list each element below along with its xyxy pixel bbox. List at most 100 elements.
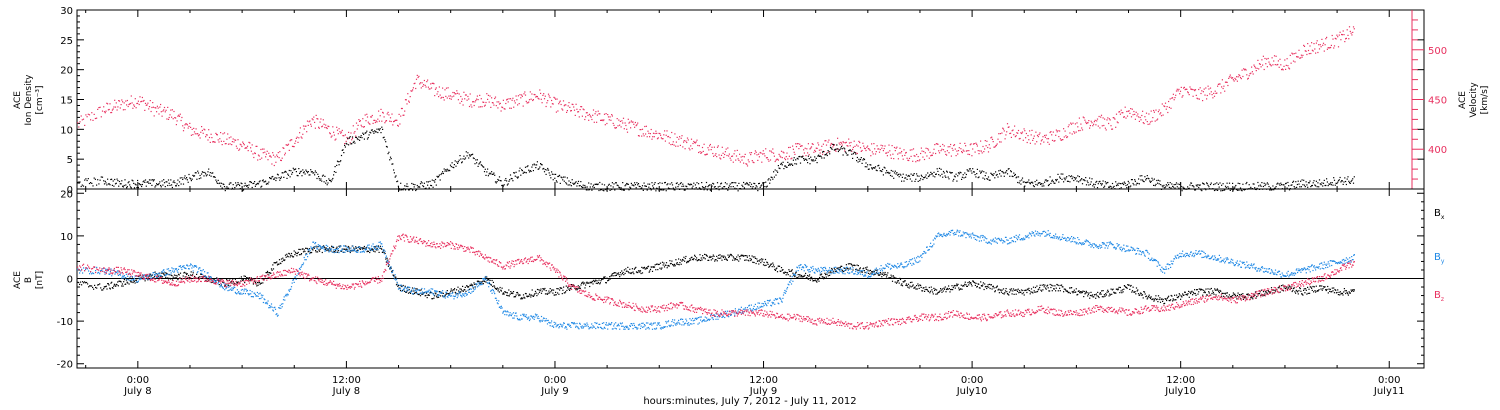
density-series-point bbox=[689, 184, 691, 186]
velocity-series-point bbox=[494, 97, 496, 100]
field-series-bx-point bbox=[415, 292, 418, 294]
velocity-series-point bbox=[396, 119, 398, 121]
field-series-bx-point bbox=[93, 288, 95, 290]
velocity-series-point bbox=[1147, 123, 1149, 125]
density-series-point bbox=[1213, 189, 1216, 192]
field-series-bx-point bbox=[786, 272, 789, 274]
velocity-series-point bbox=[476, 98, 478, 100]
density-series-point bbox=[1187, 186, 1189, 188]
density-series-point bbox=[1327, 185, 1329, 187]
field-series-bx-point bbox=[866, 266, 868, 268]
density-series-point bbox=[368, 134, 370, 136]
field-series-bx-point bbox=[85, 282, 87, 284]
velocity-series-point bbox=[1122, 112, 1124, 114]
density-series-point bbox=[473, 157, 475, 160]
velocity-series-point bbox=[686, 137, 689, 139]
field-series-bx-point bbox=[242, 279, 244, 282]
velocity-series-point bbox=[980, 150, 982, 152]
velocity-series-point bbox=[1111, 128, 1113, 130]
velocity-series-point bbox=[1054, 140, 1056, 142]
density-series-point bbox=[1095, 181, 1097, 183]
field-series-bx-point bbox=[411, 287, 414, 289]
field-series-bx-point bbox=[761, 260, 763, 262]
velocity-series-point bbox=[871, 151, 873, 153]
velocity-series-point bbox=[999, 133, 1001, 135]
velocity-series-point bbox=[1213, 95, 1216, 97]
field-series-bx-point bbox=[1092, 296, 1094, 298]
field-series-bx-point bbox=[387, 259, 389, 261]
field-series-bx-point bbox=[140, 276, 142, 278]
velocity-series-point bbox=[774, 160, 776, 163]
velocity-series-point bbox=[649, 136, 651, 138]
velocity-series-point bbox=[604, 124, 606, 126]
velocity-series-point bbox=[107, 109, 109, 111]
density-series-point bbox=[168, 182, 170, 184]
velocity-series-point bbox=[781, 157, 783, 159]
velocity-series-point bbox=[1008, 126, 1010, 128]
field-series-bx-point bbox=[918, 285, 920, 287]
density-series-point bbox=[1301, 179, 1303, 181]
velocity-series-point bbox=[1104, 127, 1106, 129]
density-series-point bbox=[732, 186, 734, 188]
field-series-bx-point bbox=[584, 287, 586, 289]
field-series-bx-point bbox=[120, 281, 122, 283]
velocity-series-point bbox=[1317, 51, 1319, 54]
velocity-series-point bbox=[721, 146, 723, 148]
density-series-point bbox=[247, 186, 249, 189]
field-series-bx-point bbox=[731, 255, 733, 257]
velocity-series-point bbox=[1307, 43, 1309, 45]
field-series-bx-point bbox=[906, 285, 908, 287]
velocity-series-point bbox=[731, 155, 734, 157]
field-series-bx-point bbox=[811, 278, 813, 280]
density-series-point bbox=[453, 167, 455, 169]
field-series-bx-point bbox=[926, 289, 928, 291]
velocity-series-point bbox=[247, 150, 249, 152]
density-series-point bbox=[419, 186, 421, 188]
density-series-point bbox=[445, 169, 447, 171]
density-series-point bbox=[1312, 182, 1314, 184]
field-series-bx-point bbox=[306, 247, 308, 249]
field-series-bx-point bbox=[602, 278, 604, 280]
density-series-point bbox=[1273, 187, 1276, 189]
velocity-series-point bbox=[248, 141, 250, 143]
field-series-bx-point bbox=[726, 259, 728, 261]
density-series-point bbox=[200, 177, 202, 179]
velocity-series-point bbox=[369, 123, 371, 125]
density-series-point bbox=[1277, 182, 1279, 184]
density-series-point bbox=[841, 145, 843, 148]
velocity-series-point bbox=[1155, 109, 1157, 111]
velocity-series-point bbox=[1071, 133, 1073, 135]
field-series-bx-point bbox=[288, 252, 290, 254]
velocity-series-point bbox=[1345, 37, 1347, 39]
field-series-bx-point bbox=[1026, 288, 1029, 290]
field-series-bx-point bbox=[628, 272, 630, 274]
field-series-bx-point bbox=[658, 263, 660, 265]
density-series-point bbox=[1190, 182, 1192, 184]
field-series-bx-point bbox=[135, 279, 137, 281]
velocity-series-point bbox=[107, 103, 109, 105]
density-series-point bbox=[1236, 189, 1238, 191]
field-series-bx-point bbox=[911, 285, 914, 287]
density-series-point bbox=[593, 186, 595, 189]
density-series-point bbox=[372, 131, 374, 133]
density-series-point bbox=[511, 178, 513, 180]
velocity-series-point bbox=[1342, 30, 1344, 32]
density-series-point bbox=[857, 161, 859, 163]
density-series-point bbox=[770, 176, 772, 178]
field-series-bx-point bbox=[1143, 291, 1145, 293]
density-series-point bbox=[773, 176, 775, 178]
density-series-point bbox=[109, 184, 111, 186]
field-series-bx-point bbox=[644, 268, 646, 270]
velocity-series-point bbox=[1169, 98, 1171, 100]
velocity-series-point bbox=[608, 119, 610, 121]
density-axis-label-line: ACE bbox=[13, 91, 23, 109]
field-series-bx-point bbox=[347, 250, 349, 252]
velocity-series-point bbox=[919, 159, 921, 161]
velocity-series-point bbox=[1157, 111, 1159, 113]
density-series-point bbox=[289, 176, 291, 178]
field-series-bx-point bbox=[224, 285, 226, 287]
field-series-bx-point bbox=[126, 281, 128, 283]
density-series-point bbox=[169, 184, 171, 186]
field-series-bx-point bbox=[983, 288, 985, 291]
density-series-point bbox=[1218, 186, 1220, 188]
